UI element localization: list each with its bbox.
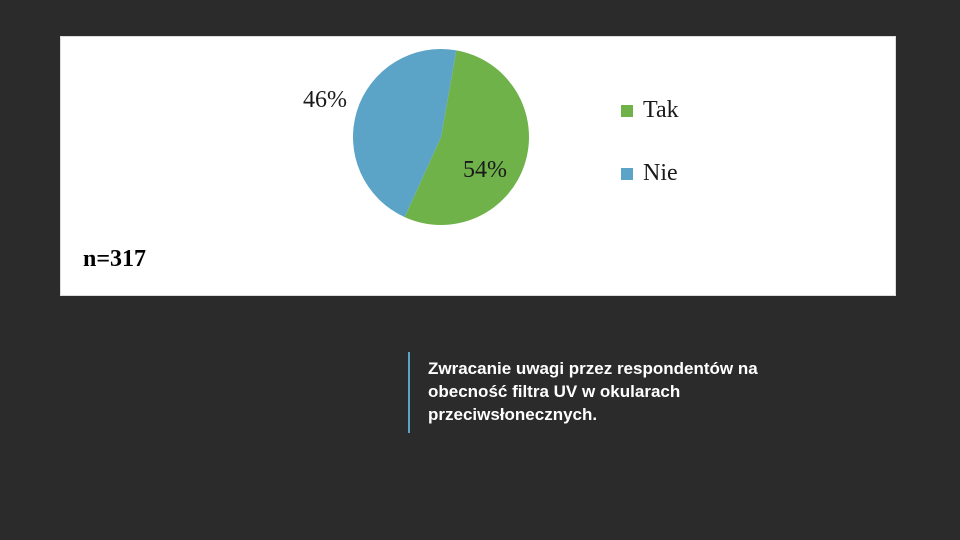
legend-item: Nie (621, 160, 679, 187)
caption-block: Zwracanie uwagi przez respondentów na ob… (408, 352, 838, 433)
pie-chart: 46%54% (351, 47, 531, 227)
slide: 46%54% TakNie n=317 Zwracanie uwagi prze… (0, 0, 960, 540)
chart-card: 46%54% TakNie n=317 (60, 36, 896, 296)
legend: Tak Nie (621, 97, 679, 223)
legend-item: Tak (621, 97, 679, 124)
legend-swatch (621, 105, 633, 117)
pie-svg (351, 47, 531, 227)
caption-text: Zwracanie uwagi przez respondentów na ob… (428, 358, 838, 427)
pie-slice-label: 46% (303, 87, 347, 114)
sample-size-note: n=317 (83, 246, 146, 273)
pie-slice-label: 54% (463, 157, 507, 184)
legend-swatch (621, 168, 633, 180)
legend-label: Nie (643, 160, 678, 187)
legend-label: Tak (643, 97, 679, 124)
